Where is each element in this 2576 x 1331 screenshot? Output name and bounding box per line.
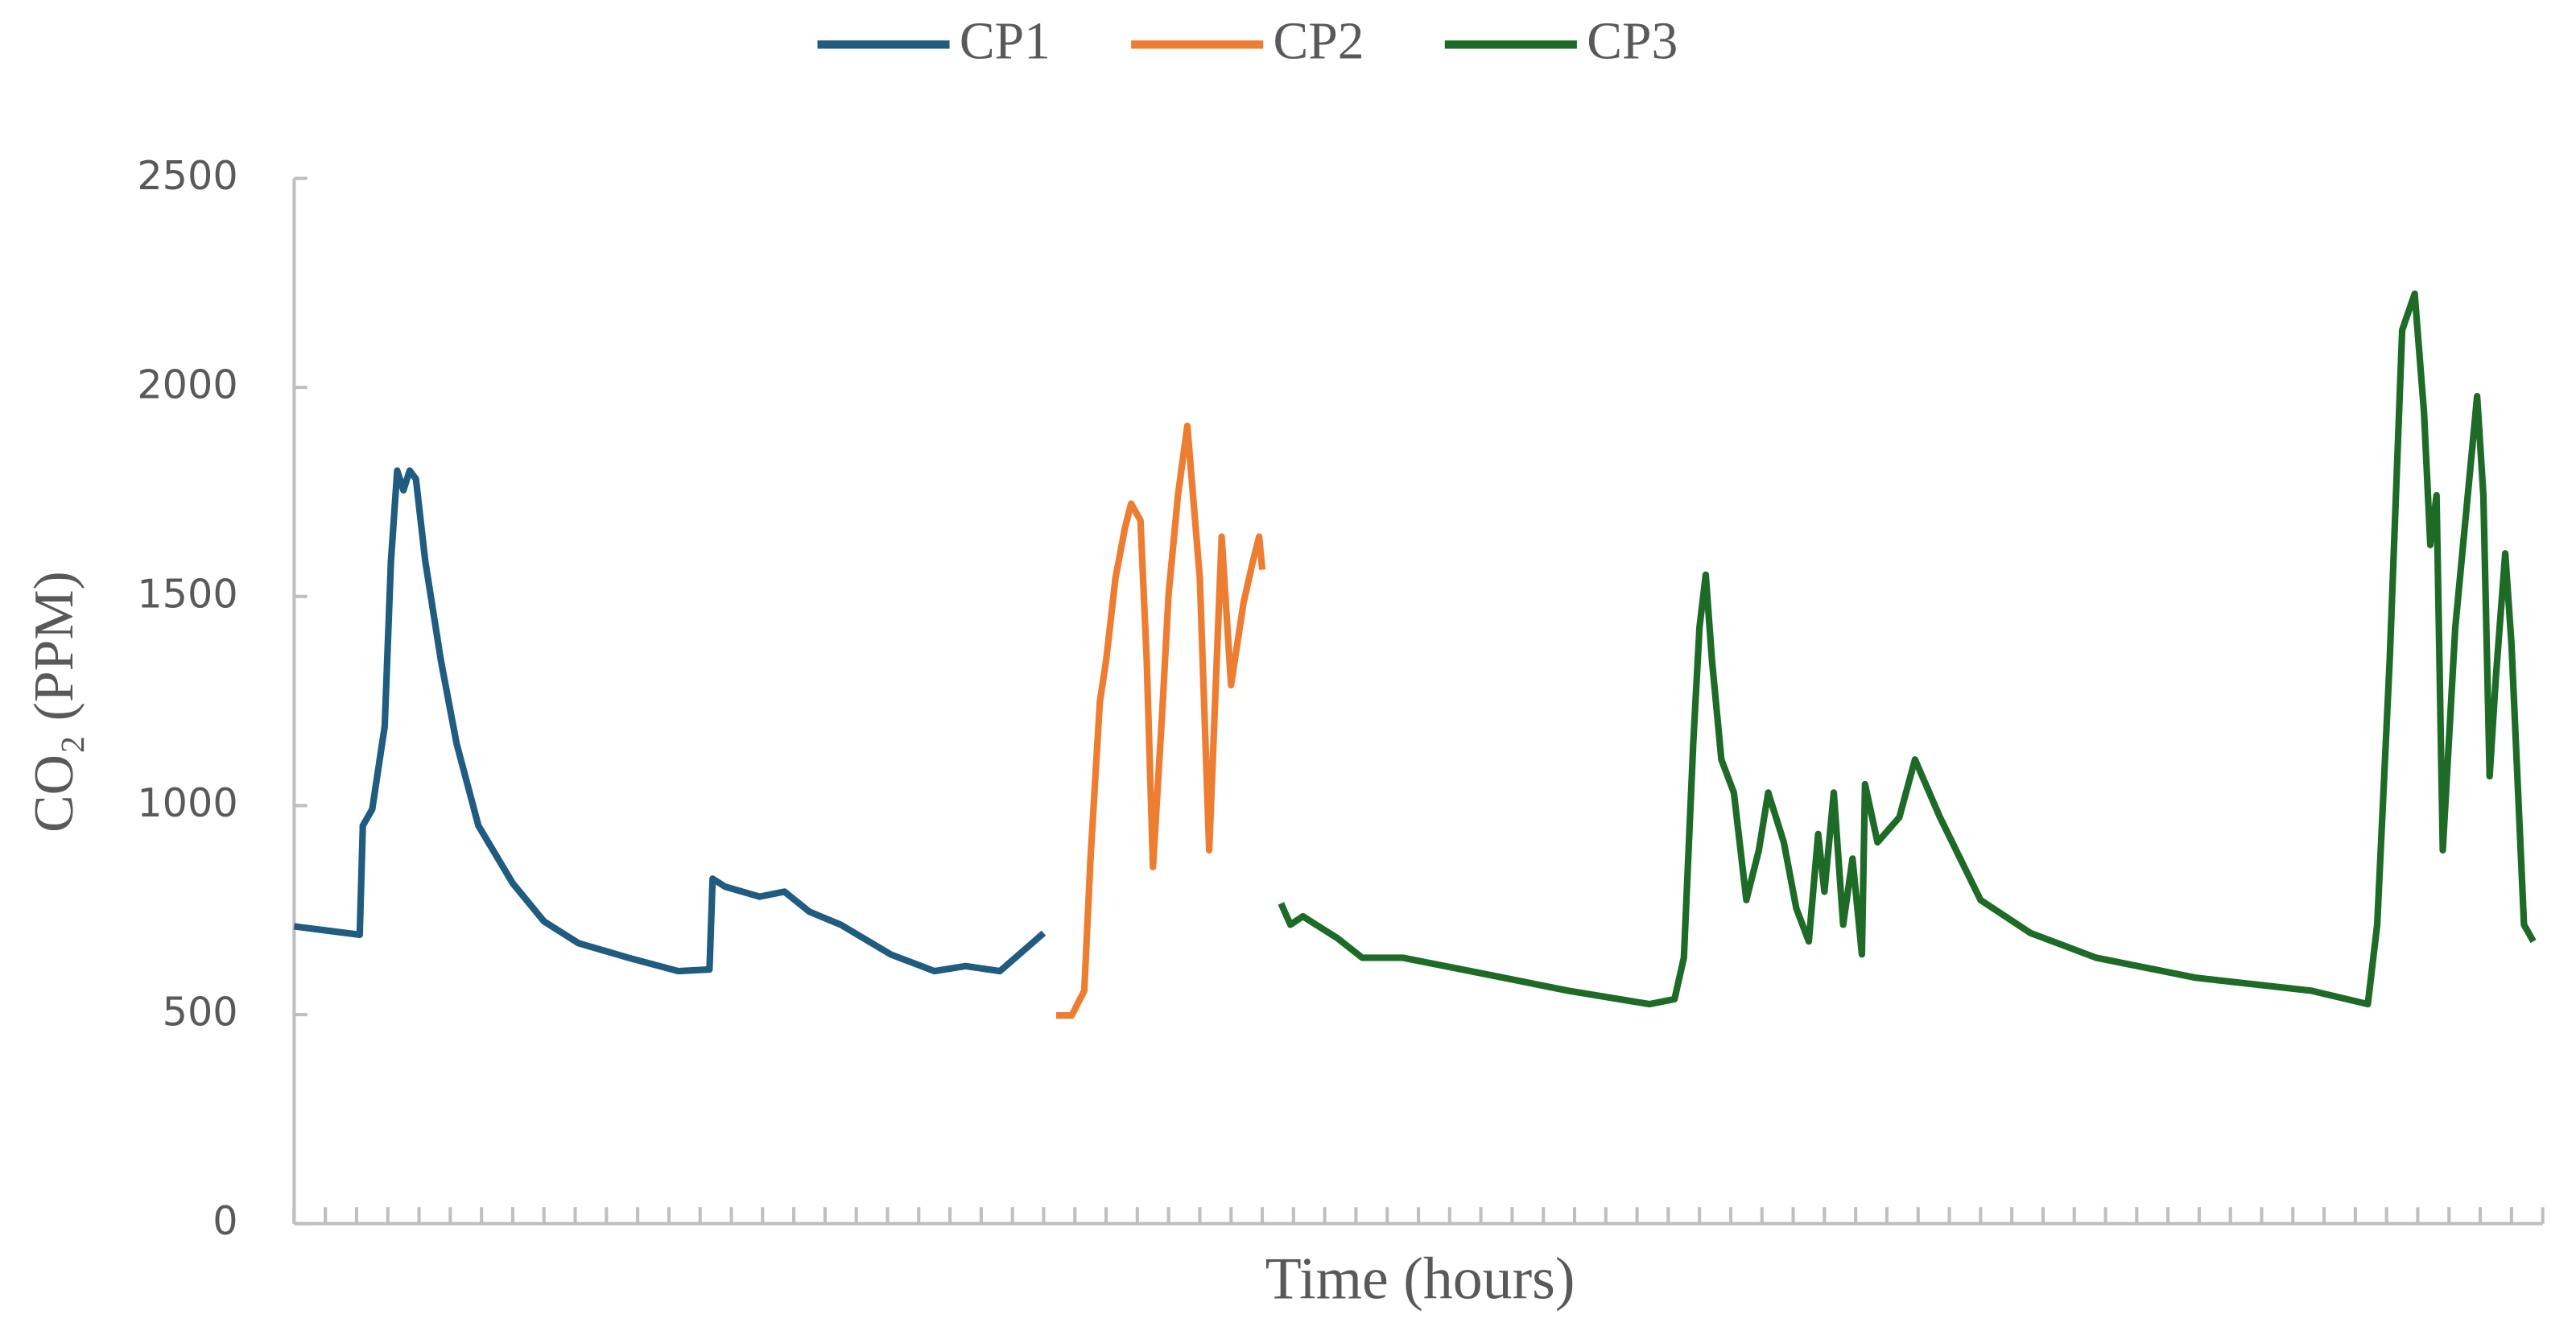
x-axis-label: Time (hours) [1265,1246,1575,1312]
legend-label: CP1 [960,12,1051,70]
series-line [1055,422,1266,1019]
y-tick-label: 2500 [137,152,237,199]
legend-label: CP3 [1587,12,1678,70]
y-tick-label: 0 [213,1197,237,1244]
y-tick-label: 2000 [137,362,237,408]
y-tick-label: 1000 [137,779,237,826]
y-tick-label: 500 [163,989,238,1035]
legend-label: CP2 [1274,12,1364,70]
y-axis-label: CO₂ (PPM) [23,571,85,833]
series-line [1278,290,2537,1008]
series-line [293,467,1046,975]
y-tick-label: 1500 [137,570,237,617]
